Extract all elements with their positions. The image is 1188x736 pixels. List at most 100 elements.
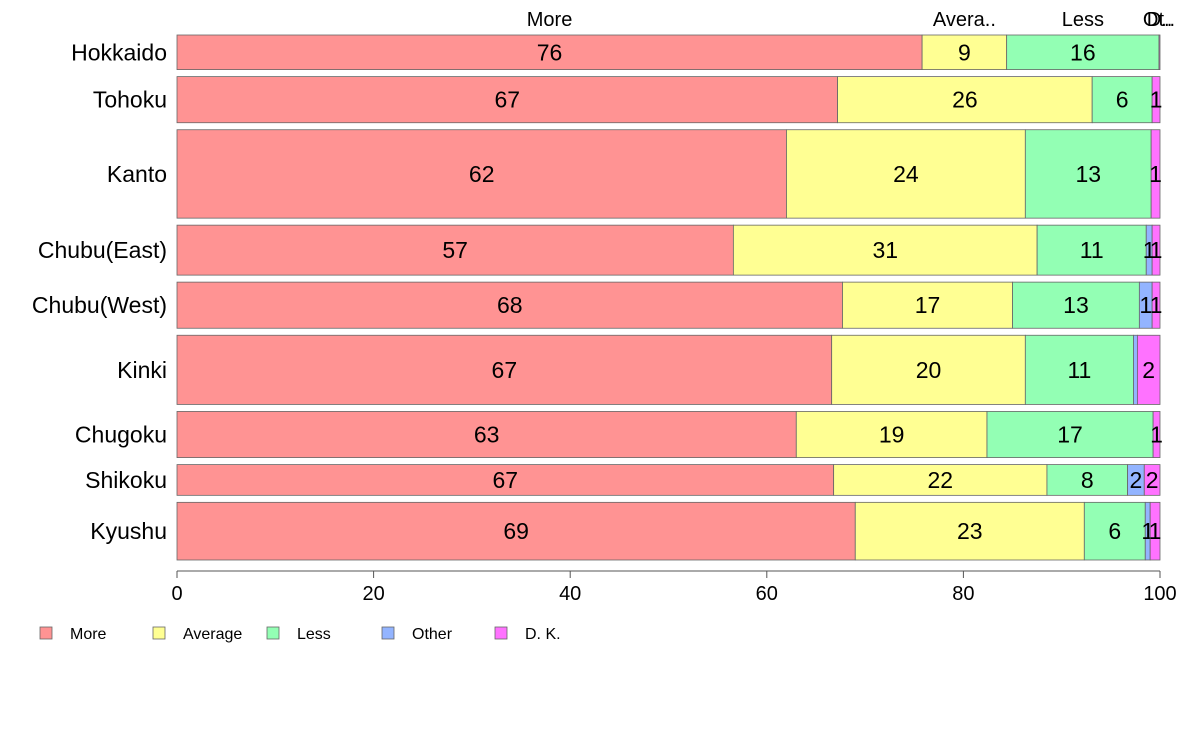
legend-label: D. K.: [525, 626, 561, 643]
data-label: 67: [494, 87, 520, 113]
category-label: Shikoku: [85, 467, 167, 493]
bar-segment-more: [176, 76, 838, 124]
x-tick-label: 60: [756, 583, 778, 605]
bar-segment-average: [833, 464, 1048, 496]
bar-segment-average: [842, 281, 1013, 329]
legend-item-other: Other: [381, 626, 453, 643]
data-label: 24: [893, 161, 919, 187]
bar-segment-average: [732, 224, 1038, 276]
data-label: 6: [1108, 518, 1121, 544]
category-label: Kanto: [107, 161, 167, 187]
data-label: 1: [1150, 422, 1163, 448]
bar-segment-less: [1091, 76, 1153, 124]
bar-segment-d-k: [1151, 281, 1161, 329]
bar-segment-less: [1046, 464, 1128, 496]
x-tick-label: 100: [1143, 583, 1176, 605]
top-label-less: Less: [1062, 9, 1104, 31]
legend-label: More: [70, 626, 107, 643]
legend-swatch: [39, 626, 53, 640]
bar-segment-d-k: [1151, 76, 1161, 124]
data-label: 26: [952, 87, 978, 113]
x-axis: 0 20 40 60 80 100: [171, 570, 1177, 605]
bar-segment-d-k: [1150, 129, 1161, 219]
data-label: 9: [958, 39, 971, 65]
bar-segment-average: [831, 334, 1026, 405]
legend-item-d-k: D. K.: [494, 626, 561, 643]
category-label: Hokkaido: [71, 39, 167, 65]
top-series-labels: More Avera.. Less Ot..D..: [527, 9, 1175, 31]
data-label: 20: [916, 357, 942, 383]
bar-segment-average: [795, 411, 988, 458]
data-label: 69: [503, 518, 529, 544]
bar-segment-more: [176, 129, 787, 219]
bar-segment-less: [1083, 501, 1146, 561]
data-label: 67: [493, 467, 519, 493]
data-label: 22: [928, 467, 954, 493]
legend-swatch: [266, 626, 280, 640]
legend-swatch: [152, 626, 166, 640]
category-label: Kyushu: [90, 518, 167, 544]
data-label: 1: [1150, 87, 1163, 113]
data-label: 57: [442, 237, 468, 263]
data-label: 62: [469, 161, 495, 187]
data-label: 8: [1081, 467, 1094, 493]
bar-segment-d-k: [1151, 224, 1161, 276]
bar-segment-more: [176, 464, 835, 496]
data-label: 63: [474, 422, 500, 448]
data-label: 1: [1150, 237, 1163, 263]
data-label: 17: [1057, 422, 1083, 448]
bar-segment-d-k: [1136, 334, 1161, 405]
legend: More Average Less Other D. K.: [39, 626, 561, 643]
bar-row-chubu-west: Chubu(West) 68 17 13 11: [32, 281, 1163, 329]
bar-segment-less: [1024, 334, 1134, 405]
data-label: 16: [1070, 39, 1096, 65]
top-label-other: Ot..: [1143, 9, 1175, 31]
x-tick-label: 40: [559, 583, 581, 605]
category-label: Chubu(West): [32, 292, 167, 318]
legend-label: Average: [183, 626, 242, 643]
bar-row-chubu-east: Chubu(East) 57 31 11 11: [38, 224, 1163, 276]
category-label: Chubu(East): [38, 237, 167, 263]
legend-swatch: [381, 626, 395, 640]
data-label: 31: [872, 237, 898, 263]
bar-segment-average: [921, 34, 1008, 70]
bar-segment-more: [176, 224, 734, 276]
data-label: 23: [957, 518, 983, 544]
legend-label: Other: [412, 626, 453, 643]
bar-row-kinki: Kinki 67 20 11 2: [117, 334, 1161, 405]
data-label: 1: [1149, 161, 1162, 187]
data-label: 13: [1075, 161, 1101, 187]
bar-segment-more: [176, 334, 833, 405]
top-label-more: More: [527, 9, 573, 31]
data-label: 19: [879, 422, 905, 448]
bar-segment-average: [837, 76, 1093, 124]
x-tick-label: 80: [952, 583, 974, 605]
bar-segment-other: [1133, 334, 1138, 405]
top-label-d-k: D..: [1147, 9, 1173, 31]
category-label: Chugoku: [75, 422, 167, 448]
bar-segment-d-k: [1152, 411, 1161, 458]
data-label: 13: [1063, 292, 1089, 318]
bar-row-kanto: Kanto 62 24 13 1: [107, 129, 1162, 219]
bar-segment-more: [176, 501, 856, 561]
bar-segment-less: [1012, 281, 1140, 329]
legend-item-less: Less: [266, 626, 331, 643]
top-label-average: Avera..: [933, 9, 996, 31]
bar-segment-more: [176, 281, 843, 329]
bar-segment-average: [786, 129, 1026, 219]
bar-segment-less: [1024, 129, 1152, 219]
bar-segment-average: [854, 501, 1085, 561]
category-label: Kinki: [117, 357, 167, 383]
data-label: 1: [1150, 292, 1163, 318]
data-label: 2: [1130, 467, 1143, 493]
bar-row-chugoku: Chugoku 63 19 17 1: [75, 411, 1163, 458]
data-label: 11: [1067, 357, 1091, 383]
legend-label: Less: [297, 626, 331, 643]
legend-item-more: More: [39, 626, 107, 643]
data-label: 76: [537, 39, 563, 65]
bar-row-shikoku: Shikoku 67 22 8 2 2: [85, 464, 1161, 496]
category-label: Tohoku: [93, 87, 167, 113]
data-label: 1: [1139, 292, 1152, 318]
